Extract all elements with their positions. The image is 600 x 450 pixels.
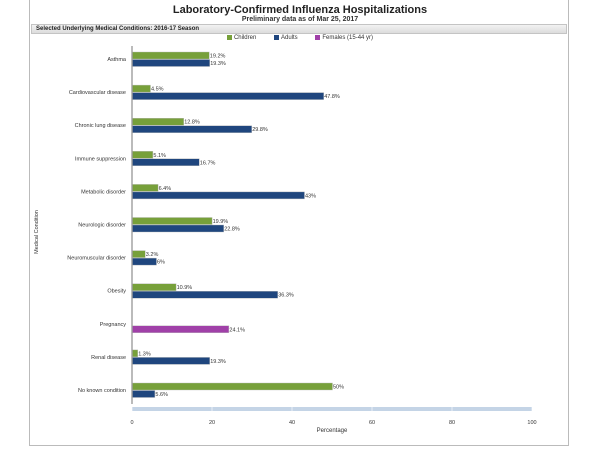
category-label: Asthma — [107, 57, 127, 63]
x-tick-label: 100 — [527, 420, 536, 426]
legend-swatch — [315, 35, 321, 40]
data-label: 19.9% — [213, 219, 229, 225]
data-label: 19.2% — [210, 54, 226, 60]
x-axis-band — [132, 407, 532, 411]
category-label: Pregnancy — [100, 322, 127, 328]
bar-adults — [132, 257, 157, 266]
data-label: 24.1% — [229, 327, 245, 333]
legend: Children Adults Females (15-44 yr) — [0, 35, 600, 41]
bar-children — [132, 217, 213, 225]
data-label: 4.5% — [151, 87, 164, 93]
legend-item-females[interactable]: Females (15-44 yr) — [315, 35, 373, 41]
bar-children — [132, 51, 210, 60]
category-label: Renal disease — [91, 355, 126, 361]
data-label: 43% — [305, 193, 316, 199]
category-label: Cardiovascular disease — [69, 90, 126, 96]
chart-subtitle: Preliminary data as of Mar 25, 2017 — [241, 16, 359, 23]
chart-frame — [29, 0, 569, 446]
x-tick-label: 60 — [369, 420, 375, 426]
x-tick-label: 80 — [449, 420, 455, 426]
data-label: 12.8% — [184, 120, 200, 126]
data-label: 50% — [333, 385, 344, 391]
bar-adults — [132, 125, 252, 133]
legend-label: Adults — [280, 35, 298, 42]
category-label: Metabolic disorder — [81, 189, 126, 195]
section-header: Selected Underlying Medical Conditions: … — [31, 24, 567, 34]
data-label: 19.3% — [210, 359, 226, 365]
bar-females — [132, 325, 230, 333]
x-tick-label: 20 — [209, 420, 215, 426]
bar-adults — [132, 224, 224, 233]
category-label: Obesity — [107, 289, 126, 295]
category-label: No known condition — [78, 388, 126, 394]
data-label: 5.6% — [155, 392, 168, 398]
x-axis-label: Percentage — [316, 428, 348, 434]
data-label: 3.2% — [146, 252, 159, 258]
legend-label: Females (15-44 yr) — [322, 35, 374, 42]
bar-children — [132, 151, 154, 159]
bar-adults — [132, 390, 156, 398]
data-label: 6% — [157, 260, 165, 266]
x-tick-label: 40 — [289, 420, 295, 426]
bar-children — [132, 184, 159, 192]
data-label: 16.7% — [200, 160, 216, 166]
data-label: 6.4% — [159, 186, 172, 192]
bar-children — [132, 117, 184, 126]
data-label: 1.3% — [138, 351, 151, 357]
data-label: 29.8% — [252, 127, 268, 133]
bar-children — [132, 382, 333, 391]
bar-adults — [132, 59, 210, 67]
data-label: 5.1% — [153, 153, 166, 159]
legend-item-children[interactable]: Children — [226, 35, 257, 42]
data-label: 47.8% — [324, 94, 340, 100]
legend-label: Children — [233, 35, 257, 42]
bar-children — [132, 349, 138, 358]
data-label: 36.3% — [278, 293, 294, 299]
category-label: Neuromuscular disorder — [67, 256, 126, 262]
bar-adults — [132, 191, 305, 200]
data-label: 22.8% — [224, 227, 240, 233]
bar-adults — [132, 357, 210, 365]
legend-item-adults[interactable]: Adults — [273, 35, 298, 42]
category-label: Neurologic disorder — [78, 223, 126, 229]
bar-children — [132, 250, 146, 258]
category-label: Immune suppression — [75, 156, 126, 162]
bar-adults — [132, 291, 278, 299]
bar-adults — [132, 92, 324, 100]
data-label: 10.9% — [177, 285, 193, 291]
bar-children — [132, 84, 151, 93]
x-tick-label: 0 — [130, 420, 133, 426]
category-label: Chronic lung disease — [75, 123, 126, 129]
bar-children — [132, 283, 177, 291]
data-label: 19.3% — [210, 61, 226, 67]
legend-swatch — [273, 35, 279, 40]
bar-adults — [132, 158, 200, 167]
legend-swatch — [226, 35, 232, 40]
chart-title: Laboratory-Confirmed Influenza Hospitali… — [172, 4, 428, 16]
